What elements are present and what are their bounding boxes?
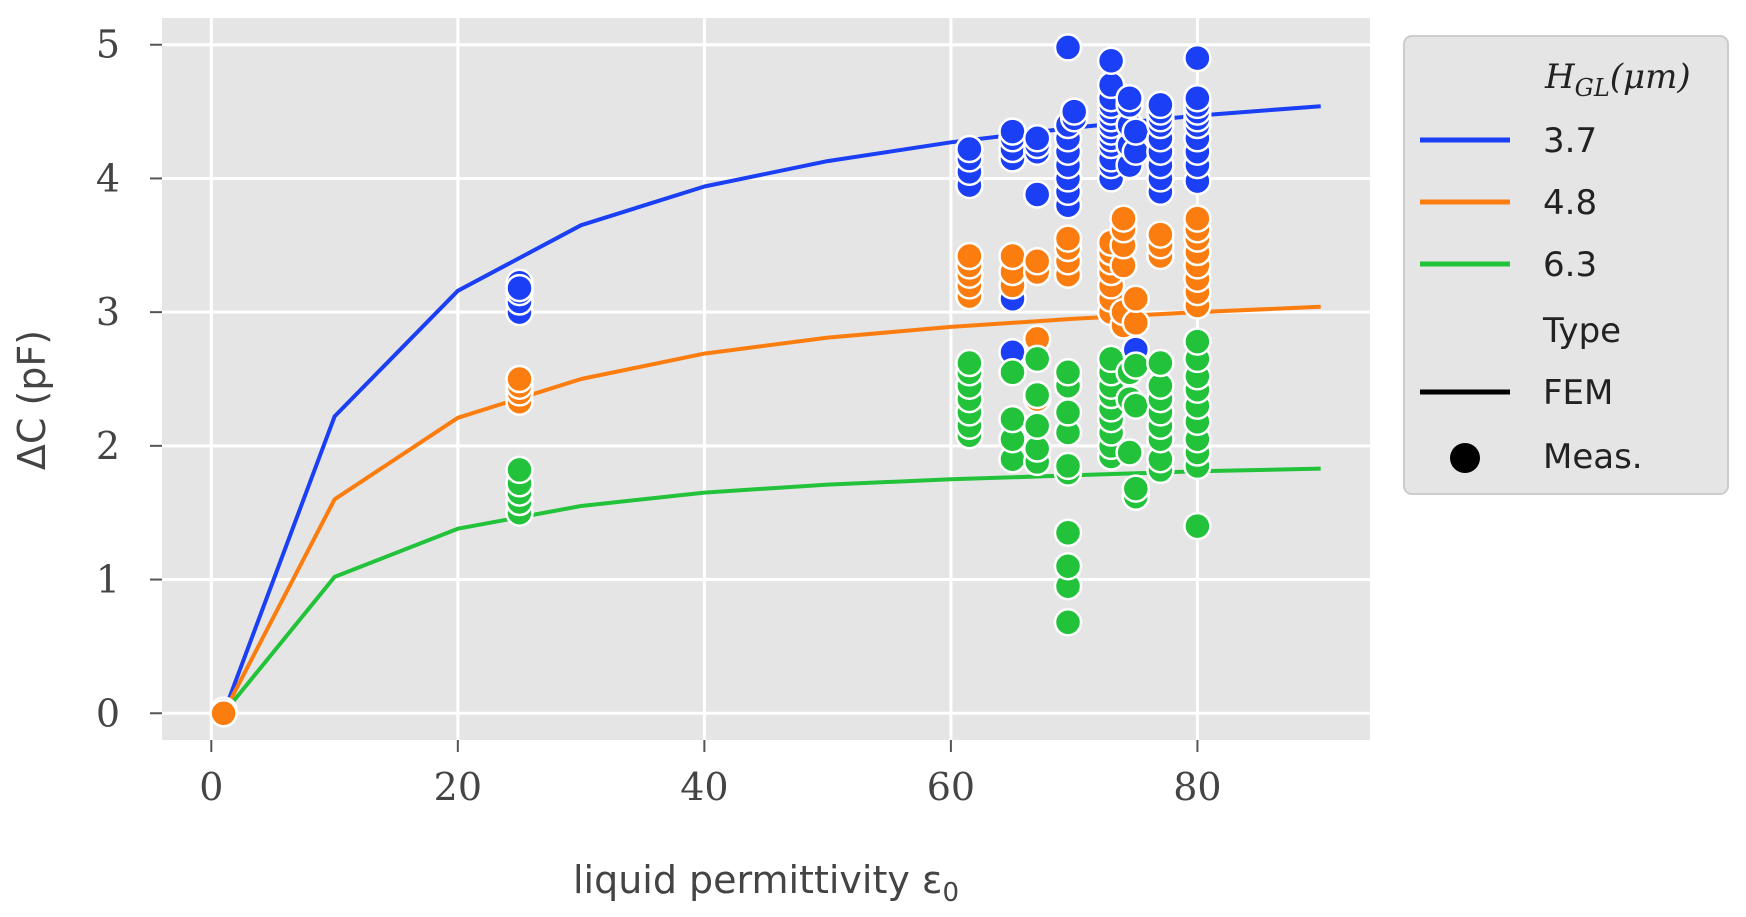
- x-tick-label: 60: [927, 765, 975, 809]
- meas-point-6-3: [1183, 511, 1212, 541]
- meas-point-6-3: [955, 348, 984, 378]
- y-axis-ticks: 0 1 2 3 4 5: [96, 23, 162, 735]
- meas-point-4-8: [998, 241, 1027, 271]
- meas-point-6-3: [1121, 351, 1151, 380]
- x-tick-label: 80: [1173, 765, 1221, 809]
- meas-point-6-3: [1121, 391, 1151, 420]
- meas-point-6-3: [1053, 358, 1083, 387]
- meas-point-3-7: [1146, 90, 1175, 120]
- meas-point-3-7: [1183, 83, 1212, 113]
- meas-point-3-7: [1059, 97, 1089, 126]
- meas-point-6-3: [1053, 518, 1083, 548]
- x-tick-label: 20: [434, 765, 482, 809]
- meas-point-3-7: [1183, 43, 1212, 73]
- meas-point-6-3: [1053, 608, 1083, 637]
- legend-type-title: Type: [1542, 311, 1621, 351]
- meas-point-6-3: [505, 455, 534, 485]
- meas-point-3-7: [955, 134, 984, 164]
- x-axis-title: liquid permittivity ε0: [573, 858, 959, 908]
- meas-point-3-7: [1053, 33, 1083, 62]
- meas-point-6-3: [1022, 411, 1052, 441]
- y-axis-title: ΔC (pF): [10, 330, 54, 470]
- legend-box: [1403, 35, 1729, 495]
- meas-point-4-8: [955, 241, 984, 271]
- meas-point-3-7: [1115, 83, 1144, 113]
- meas-point-4-8: [505, 364, 534, 394]
- meas-point-3-7: [1121, 117, 1151, 146]
- y-tick-label: 4: [96, 156, 120, 200]
- legend-label-meas: Meas.: [1543, 437, 1643, 477]
- meas-point-6-3: [1121, 474, 1151, 503]
- y-tick-label: 5: [96, 23, 120, 67]
- meas-point-6-3: [1022, 344, 1052, 374]
- meas-point-6-3: [1022, 380, 1052, 410]
- meas-point-6-3: [1146, 348, 1175, 378]
- meas-point-6-3: [1183, 327, 1212, 356]
- meas-point-6-3: [998, 358, 1027, 387]
- x-tick-label: 40: [680, 765, 728, 809]
- meas-point-6-3: [998, 404, 1027, 434]
- legend: HGL(μm) 3.7 4.8 6.3 Type FEM Meas.: [1403, 35, 1729, 495]
- legend-label-fem: FEM: [1543, 373, 1613, 413]
- meas-point-4-8: [1183, 204, 1212, 233]
- y-tick-label: 0: [96, 691, 120, 735]
- meas-point-4-8: [1053, 224, 1083, 253]
- meas-point-6-3: [1053, 551, 1083, 581]
- meas-point-3-7: [1022, 180, 1052, 209]
- meas-point-6-3: [1053, 451, 1083, 481]
- legend-dot-meas: [1450, 443, 1480, 473]
- x-tick-label: 0: [199, 765, 223, 809]
- meas-point-4-8: [1121, 308, 1151, 338]
- meas-point-3-7: [505, 273, 534, 303]
- y-tick-label: 1: [96, 558, 120, 602]
- y-tick-label: 2: [96, 424, 120, 468]
- legend-label-6-3: 6.3: [1543, 245, 1597, 285]
- measurement-points: [209, 33, 1212, 728]
- x-axis-ticks: 0 20 40 60 80: [199, 740, 1222, 809]
- meas-point-3-7: [998, 117, 1027, 146]
- legend-title: HGL(μm): [1544, 57, 1691, 102]
- meas-point-4-8: [1121, 284, 1151, 314]
- meas-point-3-7: [1096, 46, 1126, 76]
- meas-point-4-8: [209, 699, 238, 728]
- y-tick-label: 3: [96, 290, 120, 334]
- meas-point-4-8: [1146, 220, 1175, 249]
- meas-point-3-7: [1022, 124, 1052, 153]
- meas-point-6-3: [1115, 438, 1144, 467]
- meas-point-6-3: [1053, 398, 1083, 427]
- legend-label-3-7: 3.7: [1543, 121, 1597, 161]
- meas-point-4-8: [1109, 204, 1138, 233]
- legend-label-4-8: 4.8: [1543, 183, 1597, 223]
- meas-point-4-8: [1022, 247, 1052, 276]
- fem-line-6-3: [222, 466, 1321, 715]
